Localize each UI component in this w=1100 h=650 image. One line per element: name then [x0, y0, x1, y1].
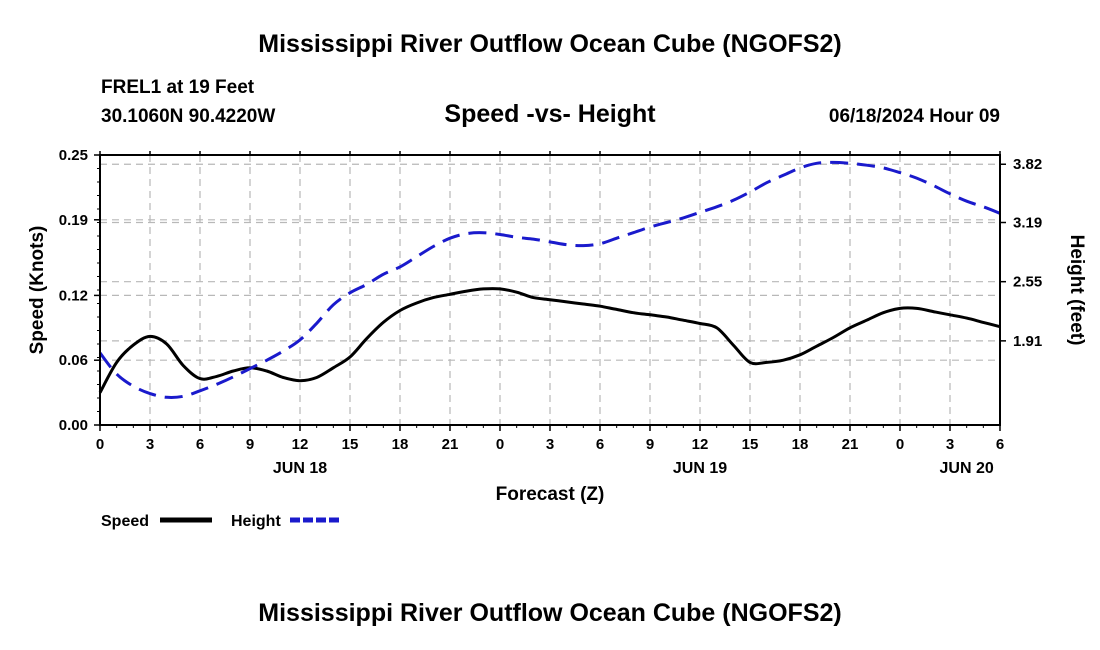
x-tick-label: 18 — [392, 436, 409, 453]
legend: Speed Height — [101, 513, 342, 530]
y-tick-label: 0.06 — [59, 352, 88, 369]
y-tick-label: 0.12 — [59, 287, 88, 304]
date-label: JUN 19 — [673, 460, 727, 477]
footer-title: Mississippi River Outflow Ocean Cube (NG… — [258, 599, 842, 627]
x-tick-label: 9 — [246, 436, 254, 453]
main-title: Mississippi River Outflow Ocean Cube (NG… — [258, 30, 842, 58]
x-tick-label: 15 — [342, 436, 359, 453]
date-label: JUN 18 — [273, 460, 327, 477]
x-tick-label: 6 — [996, 436, 1004, 453]
x-tick-label: 3 — [546, 436, 554, 453]
y-tick-label: 0.25 — [59, 147, 88, 164]
chart-title: Speed -vs- Height — [444, 100, 656, 128]
x-tick-label: 12 — [292, 436, 309, 453]
x-axis-title: Forecast (Z) — [496, 484, 605, 505]
station-coords: 30.1060N 90.4220W — [101, 106, 276, 127]
x-tick-label: 6 — [196, 436, 204, 453]
x-tick-label: 0 — [896, 436, 904, 453]
axes: 0 3 6 9 12 15 18 21 0 3 6 9 12 15 18 21 0 3 6 JUN 18 JUN 19 J… — [59, 147, 1042, 477]
y-axis-title: Speed (Knots) — [27, 226, 48, 355]
y2-tick-label: 1.91 — [1013, 333, 1042, 350]
x-tick-label: 3 — [146, 436, 154, 453]
y2-axis-title: Height (feet) — [1066, 235, 1087, 346]
x-tick-label: 21 — [842, 436, 859, 453]
x-tick-label: 18 — [792, 436, 809, 453]
x-tick-label: 0 — [496, 436, 504, 453]
x-tick-label: 21 — [442, 436, 459, 453]
station-name: FREL1 at 19 Feet — [101, 77, 255, 98]
series-layer — [98, 160, 1001, 399]
date-label: JUN 20 — [940, 460, 994, 477]
x-tick-label: 12 — [692, 436, 709, 453]
grid-lines — [100, 154, 1000, 425]
legend-label-speed: Speed — [101, 513, 149, 530]
height-series-line — [98, 160, 1001, 399]
y2-tick-label: 3.82 — [1013, 156, 1042, 173]
chart-date: 06/18/2024 Hour 09 — [828, 106, 1000, 127]
y2-tick-label: 2.55 — [1013, 274, 1042, 291]
y2-tick-label: 3.19 — [1013, 215, 1042, 232]
x-tick-label: 6 — [596, 436, 604, 453]
y-tick-label: 0.00 — [59, 417, 88, 434]
y-tick-label: 0.19 — [59, 212, 88, 229]
x-tick-label: 9 — [646, 436, 654, 453]
x-tick-label: 15 — [742, 436, 759, 453]
x-tick-label: 0 — [96, 436, 104, 453]
legend-label-height: Height — [231, 513, 281, 530]
x-tick-label: 3 — [946, 436, 954, 453]
